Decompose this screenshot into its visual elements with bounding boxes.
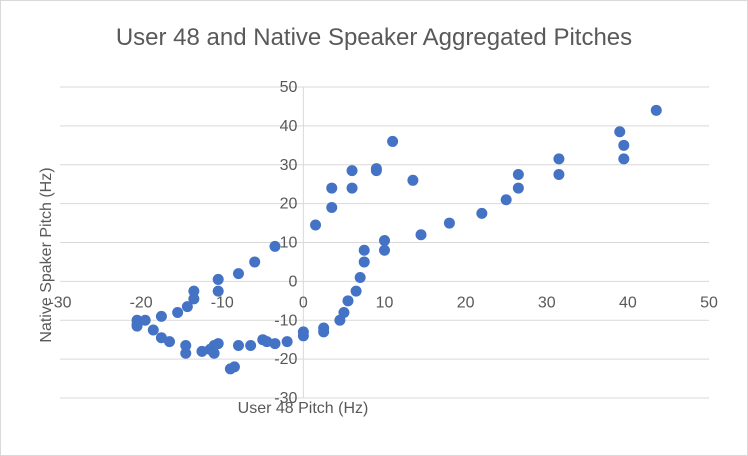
chart-title: User 48 and Native Speaker Aggregated Pi… bbox=[115, 24, 633, 51]
data-point bbox=[208, 347, 220, 359]
data-point bbox=[354, 271, 366, 283]
data-point bbox=[415, 229, 427, 241]
data-point bbox=[232, 340, 244, 352]
y-tick-label: 10 bbox=[280, 235, 298, 252]
data-point bbox=[512, 168, 524, 180]
data-point bbox=[181, 301, 193, 313]
y-tick-label: 50 bbox=[280, 79, 298, 96]
data-point bbox=[269, 240, 281, 252]
data-point bbox=[618, 139, 630, 151]
data-point bbox=[358, 256, 370, 268]
data-point bbox=[180, 347, 192, 359]
x-tick-label: 40 bbox=[619, 294, 637, 311]
x-tick-label: 50 bbox=[700, 294, 718, 311]
x-tick-label: 20 bbox=[457, 294, 475, 311]
data-point bbox=[342, 295, 354, 307]
y-tick-label: 30 bbox=[280, 157, 298, 174]
x-tick-label: -20 bbox=[130, 294, 153, 311]
data-point bbox=[232, 268, 244, 280]
y-tick-label: -20 bbox=[274, 351, 297, 368]
data-point bbox=[139, 314, 151, 326]
data-point bbox=[249, 256, 261, 268]
data-point bbox=[212, 273, 224, 285]
data-point bbox=[297, 330, 309, 342]
data-point bbox=[269, 338, 281, 350]
y-tick-label: -10 bbox=[274, 312, 297, 329]
data-point bbox=[155, 310, 167, 322]
x-tick-label: -10 bbox=[211, 294, 234, 311]
data-point bbox=[346, 165, 358, 177]
x-tick-label: 10 bbox=[376, 294, 394, 311]
data-point bbox=[553, 153, 565, 165]
data-point bbox=[147, 324, 159, 336]
data-point bbox=[310, 219, 322, 231]
data-point bbox=[350, 285, 362, 297]
data-point bbox=[476, 207, 488, 219]
data-point bbox=[245, 340, 257, 352]
x-tick-label: -30 bbox=[48, 294, 71, 311]
data-point bbox=[164, 336, 176, 348]
data-point bbox=[614, 126, 626, 138]
data-point bbox=[212, 338, 224, 350]
data-point bbox=[281, 336, 293, 348]
data-point bbox=[318, 326, 330, 338]
x-tick-label: 30 bbox=[538, 294, 556, 311]
data-point bbox=[188, 293, 200, 305]
y-tick-label: 20 bbox=[280, 196, 298, 213]
x-tick-label: 0 bbox=[299, 294, 308, 311]
data-point bbox=[180, 340, 192, 352]
data-point bbox=[407, 174, 419, 186]
data-point bbox=[370, 163, 382, 175]
data-point bbox=[326, 182, 338, 194]
data-point bbox=[338, 306, 350, 318]
data-point bbox=[379, 235, 390, 247]
data-point bbox=[387, 135, 399, 147]
data-point bbox=[358, 244, 370, 256]
data-point bbox=[500, 194, 512, 206]
x-axis-title: User 48 Pitch (Hz) bbox=[237, 400, 369, 417]
y-tick-label: -30 bbox=[274, 390, 297, 407]
data-point bbox=[188, 285, 200, 297]
data-point bbox=[618, 153, 630, 165]
data-point bbox=[212, 285, 224, 297]
data-point bbox=[379, 244, 390, 256]
data-point bbox=[443, 217, 455, 229]
y-tick-label: 40 bbox=[280, 118, 298, 135]
data-point bbox=[553, 168, 565, 180]
y-axis-title: Native Spaker Pitch (Hz) bbox=[38, 167, 55, 343]
data-point bbox=[650, 104, 662, 116]
data-point bbox=[228, 361, 240, 373]
y-tick-label: 0 bbox=[288, 273, 297, 290]
data-point bbox=[346, 182, 358, 194]
data-point bbox=[326, 202, 338, 214]
data-point bbox=[512, 182, 524, 194]
data-point bbox=[172, 306, 184, 318]
